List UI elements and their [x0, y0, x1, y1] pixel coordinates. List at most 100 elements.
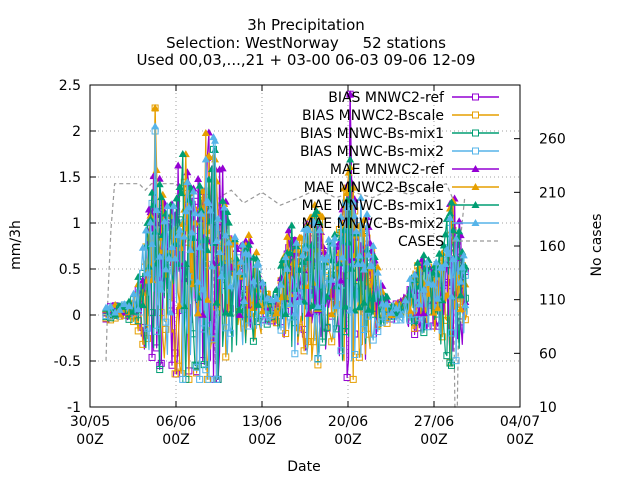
data-point [198, 187, 207, 195]
data-point [160, 217, 169, 225]
data-point [439, 241, 448, 249]
data-point [207, 262, 216, 270]
data-point [312, 206, 321, 214]
data-point [406, 274, 415, 282]
data-point [106, 302, 115, 310]
data-point [429, 280, 438, 288]
data-point [349, 183, 358, 191]
data-point [406, 306, 415, 314]
data-point [438, 263, 447, 271]
legend-marker [471, 183, 480, 190]
data-point [207, 165, 216, 173]
legend-item: MAE MNWC-Bs-mix2 [302, 216, 499, 232]
data-point [254, 258, 263, 266]
data-point [456, 305, 465, 313]
data-point [258, 278, 267, 286]
data-point [166, 308, 175, 316]
data-point [272, 309, 281, 317]
data-point [155, 252, 164, 260]
data-point [432, 258, 441, 266]
data-point [215, 248, 224, 256]
y-tick-label: 0 [72, 308, 81, 324]
data-point [151, 104, 160, 111]
data-point [222, 324, 230, 332]
data-point [162, 318, 170, 326]
data-point [378, 299, 387, 307]
legend-marker [471, 219, 480, 226]
data-point [443, 352, 451, 360]
data-point [191, 209, 200, 217]
data-point [320, 248, 329, 256]
data-point [198, 285, 207, 293]
legend-item: MAE MNWC2-Bscale [304, 180, 499, 196]
data-point [143, 269, 152, 277]
data-point [218, 164, 227, 172]
data-point [338, 253, 347, 261]
data-point [143, 324, 151, 332]
data-point [442, 291, 451, 299]
chart-title: 3h Precipitation Selection: WestNorway 5… [137, 16, 476, 69]
legend-label: MAE MNWC-Bs-mix2 [302, 216, 444, 232]
data-point [424, 323, 432, 331]
data-point [191, 361, 199, 369]
data-point [263, 294, 272, 302]
data-point [157, 285, 166, 293]
x-axis-label: Date [287, 459, 320, 475]
data-point [152, 205, 161, 213]
data-point [164, 254, 173, 262]
data-point [313, 302, 322, 310]
data-point [217, 272, 226, 280]
data-point [352, 227, 361, 235]
legend-label: MAE MNWC2-ref [330, 162, 445, 178]
data-point [291, 350, 299, 358]
data-point [449, 226, 458, 234]
data-point [323, 252, 332, 260]
data-point [244, 240, 253, 248]
legend-item: CASES [398, 234, 499, 250]
data-point [272, 294, 281, 302]
legend-marker [472, 147, 479, 155]
legend-item: BIAS MNWC-Bs-mix1 [300, 126, 499, 142]
data-point [238, 240, 247, 248]
data-point [197, 209, 206, 217]
data-point [438, 333, 446, 341]
data-point [237, 257, 246, 265]
data-point [172, 194, 181, 202]
data-point [241, 245, 250, 253]
data-point [304, 226, 313, 234]
data-point [327, 275, 336, 283]
data-point [349, 197, 358, 205]
data-point [163, 202, 172, 210]
data-point [252, 248, 261, 256]
data-point [461, 316, 469, 324]
legend-marker [472, 93, 479, 101]
data-point [194, 175, 203, 183]
data-point [324, 235, 333, 243]
x-tick-label: 27/06 [414, 414, 454, 430]
data-point [277, 326, 285, 334]
data-point [177, 189, 186, 197]
data-point [111, 308, 120, 316]
data-point [156, 366, 164, 374]
data-point [146, 218, 155, 226]
data-point [125, 301, 134, 309]
x-tick-label-time: 00Z [334, 432, 361, 448]
data-point [315, 218, 324, 226]
data-point [200, 361, 208, 369]
data-point [187, 228, 196, 236]
legend: BIAS MNWC2-ref BIAS MNWC2-Bscale BIAS MNWC… [300, 90, 499, 250]
y-tick-label: -1 [67, 400, 81, 416]
x-tick-label-time: 00Z [506, 432, 533, 448]
data-point [330, 230, 339, 238]
data-point [184, 203, 193, 211]
title-line-1: 3h Precipitation [247, 16, 365, 34]
data-point [419, 251, 428, 259]
data-point [258, 307, 267, 315]
axis-ticks: 30/05 00Z 06/06 00Z 13/06 00Z 20/06 00Z 27/06 00Z… [54, 78, 566, 448]
data-point [201, 128, 210, 136]
data-series [101, 90, 470, 383]
data-point [346, 90, 355, 98]
x-tick-label: 04/07 [500, 414, 540, 430]
data-point [240, 296, 249, 304]
legend-label: MAE MNWC2-Bscale [304, 180, 444, 196]
